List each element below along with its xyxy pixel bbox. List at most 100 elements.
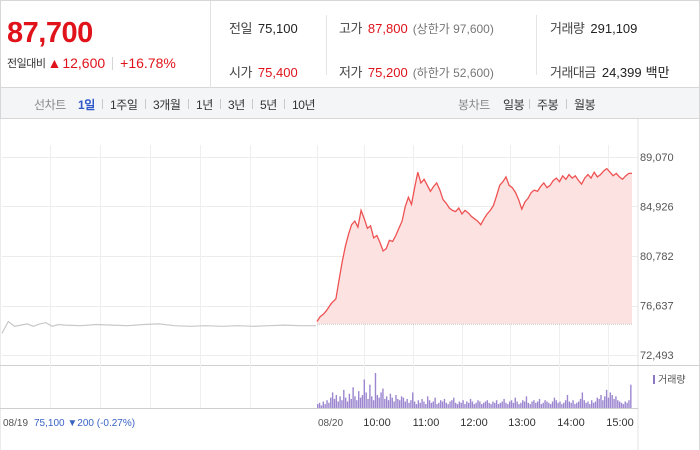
volume-bar xyxy=(507,404,509,408)
divider xyxy=(284,99,285,109)
volume-bar xyxy=(520,402,522,408)
prev-close-change: 200 xyxy=(77,418,96,429)
volume-bar xyxy=(505,402,507,408)
volume-bar xyxy=(561,404,563,408)
volume-bar xyxy=(548,402,550,408)
volume-bar xyxy=(376,395,379,408)
volume-bar xyxy=(343,389,345,408)
period-tab-10y[interactable]: 10년 xyxy=(292,98,316,112)
volume-bar xyxy=(501,401,503,408)
volume-bar xyxy=(555,400,557,408)
volume-bar xyxy=(503,398,505,408)
change-value: 12,600 xyxy=(62,55,106,71)
volume-bar xyxy=(469,398,472,408)
stat-label: 고가 xyxy=(339,21,362,36)
volume-bar xyxy=(510,400,513,408)
volume-bar xyxy=(346,401,349,408)
volume-bar xyxy=(551,401,554,408)
volume-bar xyxy=(454,402,457,408)
volume-bar xyxy=(609,392,612,408)
period-tab-3y[interactable]: 3년 xyxy=(228,98,245,112)
candle-tab-daily[interactable]: 일봉 xyxy=(503,98,525,112)
volume-bar xyxy=(566,395,569,408)
volume-bar xyxy=(557,402,559,408)
volume-bar xyxy=(324,404,326,408)
stat-label: 거래대금 xyxy=(550,65,596,80)
volume-bar xyxy=(473,404,475,408)
volume-bar xyxy=(549,404,552,408)
volume-bar xyxy=(598,398,600,408)
period-tab-1w[interactable]: 1주일 xyxy=(110,98,138,112)
volume-bar xyxy=(626,402,628,408)
today-label: 08/20 xyxy=(318,418,343,429)
volume-bar xyxy=(522,400,524,408)
candle-tab-monthly[interactable]: 월봉 xyxy=(574,98,596,112)
volume-bar xyxy=(451,400,453,408)
volume-bar xyxy=(404,401,406,408)
volume-bar xyxy=(374,373,377,408)
volume-bar xyxy=(592,402,595,408)
volume-bar xyxy=(344,397,347,408)
volume-bar xyxy=(563,402,565,408)
volume-bar xyxy=(482,402,485,408)
stat-amount: 거래대금 24,399 백만 xyxy=(550,62,670,81)
volume-bar xyxy=(354,396,356,408)
volume-bar xyxy=(529,404,531,408)
volume-bar xyxy=(589,404,591,408)
stat-label: 거래량 xyxy=(550,21,585,36)
divider xyxy=(529,99,530,109)
chart-axes: 89,070 84,926 80,782 76,637 72,493 10:00 11:00… xyxy=(3,152,674,429)
volume-bar xyxy=(516,401,518,408)
today-series xyxy=(316,167,632,324)
volume-bar xyxy=(605,389,608,408)
x-tick-label: 10:00 xyxy=(363,417,391,429)
volume-bar xyxy=(333,398,336,408)
period-tab-5y[interactable]: 5년 xyxy=(260,98,277,112)
volume-bar xyxy=(488,402,490,408)
volume-bar xyxy=(620,402,623,408)
period-tab-1d[interactable]: 1일 xyxy=(78,98,95,112)
divider xyxy=(326,15,327,75)
period-tab-1y[interactable]: 1년 xyxy=(196,98,213,112)
volume-bar xyxy=(579,398,582,408)
volume-bar xyxy=(382,388,384,408)
volume-bar xyxy=(369,384,371,408)
y-tick-label: 84,926 xyxy=(640,202,674,214)
volume-bar xyxy=(581,392,584,408)
down-arrow-icon: ▼ xyxy=(67,418,77,429)
prev-day-series xyxy=(1,320,316,334)
volume-bar xyxy=(615,396,617,408)
volume-bar xyxy=(436,404,438,408)
volume-bar xyxy=(391,397,393,408)
divider xyxy=(220,99,221,109)
volume-bar xyxy=(617,400,619,408)
y-tick-label: 76,637 xyxy=(640,301,674,313)
volume-bar xyxy=(356,400,358,408)
volume-bar xyxy=(352,387,354,408)
volume-legend-label: 거래량 xyxy=(658,374,686,386)
volume-bar xyxy=(419,402,421,408)
volume-bar xyxy=(594,401,597,408)
volume-bar xyxy=(449,401,451,408)
chart-toolbar: 선차트 1일 1주일 3개월 1년 3년 5년 10년 봉차트 일봉 주봉 월봉 xyxy=(0,88,700,119)
volume-bar xyxy=(585,402,587,408)
volume-bar xyxy=(408,402,410,408)
volume-bar xyxy=(523,401,526,408)
volume-bar xyxy=(320,405,323,408)
volume-bar xyxy=(426,396,429,408)
volume-bar xyxy=(406,398,408,408)
volume-bar xyxy=(492,401,494,408)
prev-close-rate: (-0.27%) xyxy=(97,418,135,429)
volume-bar xyxy=(361,395,364,408)
volume-bar xyxy=(611,395,613,408)
candle-tab-weekly[interactable]: 주봉 xyxy=(537,98,559,112)
volume-bar xyxy=(318,402,321,408)
volume-bar xyxy=(604,396,606,408)
divider xyxy=(536,15,537,75)
volume-bar xyxy=(572,400,574,408)
volume-bar xyxy=(447,404,449,408)
volume-bar xyxy=(337,401,339,408)
period-tab-3m[interactable]: 3개월 xyxy=(153,98,181,112)
change-label: 전일대비 xyxy=(7,58,46,70)
volume-legend-swatch xyxy=(653,375,655,384)
